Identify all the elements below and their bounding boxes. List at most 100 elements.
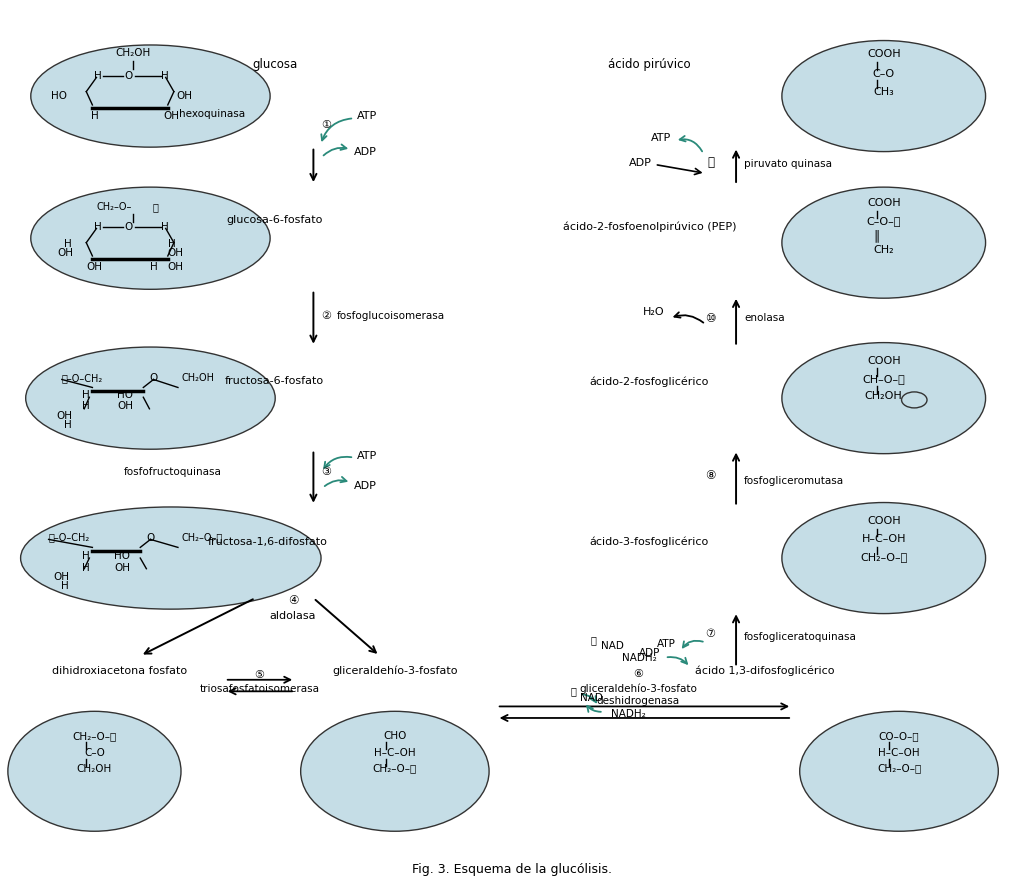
- Text: ⑧: ⑧: [706, 469, 716, 482]
- Text: H: H: [93, 71, 101, 80]
- Text: CH₂–O–Ⓟ: CH₂–O–Ⓟ: [860, 552, 907, 562]
- Text: dihidroxiacetona fosfato: dihidroxiacetona fosfato: [52, 666, 187, 676]
- Text: hexoquinasa: hexoquinasa: [179, 109, 245, 119]
- Text: Ⓟ: Ⓟ: [591, 635, 596, 645]
- Text: OH: OH: [53, 571, 69, 582]
- Text: H: H: [161, 222, 169, 232]
- Text: O: O: [150, 373, 158, 383]
- Ellipse shape: [782, 187, 985, 299]
- Text: Ⓟ: Ⓟ: [153, 202, 159, 212]
- Text: OH: OH: [176, 91, 191, 101]
- Text: ④: ④: [288, 595, 298, 607]
- Text: NADH₂: NADH₂: [622, 653, 656, 662]
- Text: CH₂OH: CH₂OH: [77, 763, 112, 773]
- Text: CHO: CHO: [383, 730, 407, 741]
- Text: COOH: COOH: [867, 516, 900, 526]
- Text: ⑦: ⑦: [706, 628, 716, 638]
- Text: CH₂OH: CH₂OH: [181, 373, 214, 383]
- Text: glucosa‑6‑fosfato: glucosa‑6‑fosfato: [226, 215, 323, 225]
- Text: C–O–Ⓟ: C–O–Ⓟ: [866, 216, 901, 226]
- Text: OH: OH: [114, 563, 130, 573]
- Text: ADP: ADP: [354, 147, 377, 157]
- Text: piruvato quinasa: piruvato quinasa: [744, 159, 833, 170]
- Ellipse shape: [800, 712, 998, 831]
- Text: OH: OH: [86, 262, 102, 272]
- Text: ⑩: ⑩: [706, 312, 716, 325]
- Ellipse shape: [782, 502, 985, 613]
- Text: CH₂–O–: CH₂–O–: [96, 202, 132, 212]
- Text: OH: OH: [56, 411, 72, 421]
- Text: O: O: [146, 533, 155, 543]
- Ellipse shape: [782, 342, 985, 453]
- Text: NAD: NAD: [601, 641, 624, 651]
- Text: ADP: ADP: [629, 157, 651, 168]
- Text: ATP: ATP: [657, 639, 676, 649]
- Ellipse shape: [31, 45, 270, 148]
- Text: H: H: [161, 71, 169, 80]
- Text: H: H: [82, 401, 90, 411]
- Text: Ⓟ–O–CH₂: Ⓟ–O–CH₂: [48, 533, 90, 543]
- Text: HO: HO: [117, 391, 133, 401]
- Text: OH: OH: [164, 112, 179, 122]
- Text: fructosa‑1,6‑difosfato: fructosa‑1,6‑difosfato: [208, 537, 328, 547]
- Text: ③: ③: [322, 467, 332, 477]
- Text: H: H: [65, 420, 72, 430]
- Text: aldolasa: aldolasa: [269, 611, 316, 620]
- Text: ácido‑2‑fosfoenolpirúvico (PEP): ácido‑2‑fosfoenolpirúvico (PEP): [563, 222, 736, 232]
- Text: CH₂–O–Ⓟ: CH₂–O–Ⓟ: [73, 730, 117, 741]
- Text: COOH: COOH: [867, 198, 900, 207]
- Text: CH₂–O–Ⓟ: CH₂–O–Ⓟ: [373, 763, 417, 773]
- Text: H: H: [93, 222, 101, 232]
- Text: ácido‑3‑fosfoglicérico: ácido‑3‑fosfoglicérico: [590, 536, 709, 547]
- Text: ácido 1,3‑difosfoglicérico: ácido 1,3‑difosfoglicérico: [695, 666, 835, 676]
- Text: CH₃: CH₃: [873, 87, 894, 97]
- Text: ⑤: ⑤: [254, 670, 264, 680]
- Text: gliceraldehío‑3‑fosfato: gliceraldehío‑3‑fosfato: [580, 683, 697, 694]
- Text: O: O: [124, 71, 132, 80]
- Ellipse shape: [31, 187, 270, 290]
- Text: OH: OH: [117, 401, 133, 411]
- Text: CH₂OH: CH₂OH: [865, 392, 902, 401]
- Text: COOH: COOH: [867, 356, 900, 366]
- Text: fosfofructoquinasa: fosfofructoquinasa: [124, 467, 222, 477]
- Text: Ⓧ: Ⓧ: [708, 156, 714, 169]
- Text: ácido‑2‑fosfoglicérico: ácido‑2‑fosfoglicérico: [590, 376, 710, 386]
- Text: CH₂: CH₂: [873, 245, 894, 255]
- Text: H–C–OH: H–C–OH: [879, 747, 920, 757]
- Text: fosfoglucoisomerasa: fosfoglucoisomerasa: [337, 310, 445, 321]
- Text: O: O: [124, 222, 132, 232]
- Text: OH: OH: [168, 249, 183, 258]
- Text: H: H: [150, 262, 158, 272]
- Text: NAD: NAD: [581, 693, 603, 703]
- Text: OH: OH: [168, 262, 183, 272]
- Text: H–C–OH: H–C–OH: [374, 747, 416, 757]
- Text: HO: HO: [51, 91, 67, 101]
- Text: enolasa: enolasa: [744, 313, 784, 323]
- Text: ADP: ADP: [354, 481, 377, 491]
- Ellipse shape: [8, 712, 181, 831]
- Text: CH₂–O–Ⓟ: CH₂–O–Ⓟ: [181, 533, 222, 543]
- Text: NADH₂: NADH₂: [610, 709, 645, 719]
- Text: OH: OH: [57, 249, 73, 258]
- Text: CH₂–O–Ⓟ: CH₂–O–Ⓟ: [877, 763, 922, 773]
- Ellipse shape: [20, 507, 322, 609]
- Text: fructosa‑6‑fosfato: fructosa‑6‑fosfato: [225, 376, 325, 386]
- Text: C–O: C–O: [84, 747, 104, 757]
- Text: ATP: ATP: [650, 133, 671, 143]
- Text: H: H: [82, 563, 90, 573]
- Text: deshidrogenasa: deshidrogenasa: [597, 696, 680, 706]
- Text: H: H: [90, 112, 98, 122]
- Text: HO: HO: [114, 552, 130, 561]
- Text: H: H: [168, 240, 175, 249]
- Text: triosafosfatoisomerasa: triosafosfatoisomerasa: [200, 684, 319, 694]
- Text: C–O: C–O: [872, 69, 895, 79]
- Text: H₂O: H₂O: [643, 307, 665, 317]
- Text: fosfogliceratoquinasa: fosfogliceratoquinasa: [744, 632, 857, 642]
- Text: ⑥: ⑥: [633, 669, 643, 679]
- Text: glucosa: glucosa: [252, 58, 297, 72]
- Text: CH₂OH: CH₂OH: [116, 47, 151, 57]
- Text: ADP: ADP: [639, 648, 660, 658]
- Text: ②: ②: [322, 310, 332, 321]
- Text: Fig. 3. Esquema de la glucólisis.: Fig. 3. Esquema de la glucólisis.: [412, 864, 612, 876]
- Text: fosfogliceromutasa: fosfogliceromutasa: [744, 476, 845, 485]
